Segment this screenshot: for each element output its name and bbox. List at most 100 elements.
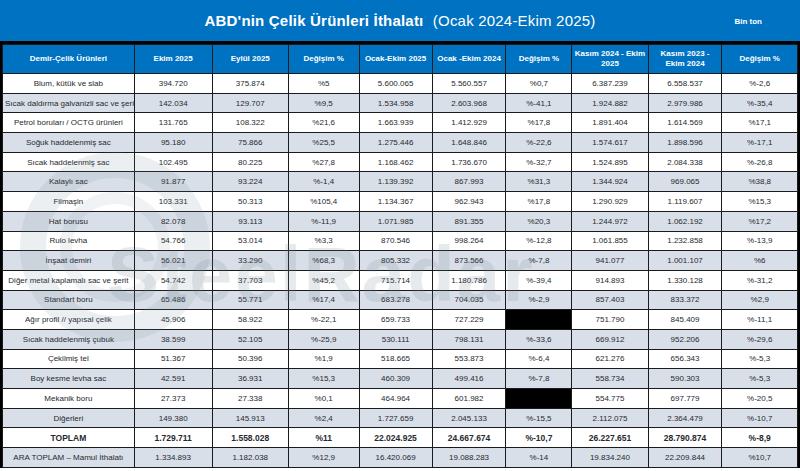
value-cell: 54.742 xyxy=(134,270,212,290)
value-cell: 26.227.651 xyxy=(572,428,648,448)
column-header: Kasım 2024 - Ekim 2025 xyxy=(572,45,648,74)
table-row: Sıcak haddelenmiş çubuk38.59952.105%-25,… xyxy=(3,329,798,349)
product-name-cell: Blum, kütük ve slab xyxy=(3,74,135,94)
product-name-cell: TOPLAM xyxy=(3,428,135,448)
product-name-cell: Filmaşin xyxy=(3,192,135,212)
value-cell: 1.574.617 xyxy=(572,133,648,153)
table-row: Hat borusu82.07893.113%-11,91.071.985891… xyxy=(3,211,798,231)
value-cell: 56.021 xyxy=(134,251,212,271)
value-cell: 19.834.240 xyxy=(572,448,648,468)
product-name-cell: Boy kesme levha sac xyxy=(3,369,135,389)
value-cell: %17,8 xyxy=(506,113,572,133)
value-cell: 2.084.338 xyxy=(648,152,722,172)
value-cell: %31,3 xyxy=(506,172,572,192)
value-cell: 952.206 xyxy=(648,329,722,349)
value-cell: %11 xyxy=(288,428,359,448)
product-name-cell: Soğuk haddelenmiş sac xyxy=(3,133,135,153)
value-cell: %68,3 xyxy=(288,251,359,271)
value-cell: 80.225 xyxy=(212,152,288,172)
product-name-cell: Rulo levha xyxy=(3,231,135,251)
redacted-cell xyxy=(506,310,572,330)
value-cell: %9,5 xyxy=(288,93,359,113)
table-head: Demir-Çelik ÜrünleriEkim 2025Eylül 2025D… xyxy=(3,45,798,74)
value-cell: 2.603.968 xyxy=(432,93,506,113)
table-row: Filmaşin103.33150.313%105,41.134.367962.… xyxy=(3,192,798,212)
value-cell: 998.264 xyxy=(432,231,506,251)
table-row: Boy kesme levha sac42.59136.931%15,3460.… xyxy=(3,369,798,389)
value-cell: 914.893 xyxy=(572,270,648,290)
value-cell: %-5,3 xyxy=(722,369,798,389)
value-cell: 131.765 xyxy=(134,113,212,133)
table-row: Petrol boruları / OCTG ürünleri131.76510… xyxy=(3,113,798,133)
value-cell: %27,8 xyxy=(288,152,359,172)
product-name-cell: Ağır profil // yapısal çelik xyxy=(3,310,135,330)
table-row: Mekanik boru27.37327.338%0,1464.964601.9… xyxy=(3,389,798,409)
value-cell: 28.790.874 xyxy=(648,428,722,448)
value-cell: 590.303 xyxy=(648,369,722,389)
value-cell: 19.088.283 xyxy=(432,448,506,468)
value-cell: 1.139.392 xyxy=(359,172,432,192)
value-cell: 102.495 xyxy=(134,152,212,172)
value-cell: 697.779 xyxy=(648,389,722,409)
value-cell: 891.355 xyxy=(432,211,506,231)
value-cell: %-1,4 xyxy=(288,172,359,192)
subtotal-row: ARA TOPLAM – Mamul İthalatı1.334.8931.18… xyxy=(3,448,798,468)
value-cell: 1.344.924 xyxy=(572,172,648,192)
value-cell: 1.290.929 xyxy=(572,192,648,212)
table-row: Sıcak haddelenmiş sac102.49580.225%27,81… xyxy=(3,152,798,172)
value-cell: 857.403 xyxy=(572,290,648,310)
value-cell: 95.180 xyxy=(134,133,212,153)
value-cell: %-11,1 xyxy=(722,310,798,330)
value-cell: 394.720 xyxy=(134,74,212,94)
value-cell: 1.727.659 xyxy=(359,408,432,428)
product-name-cell: Hat borusu xyxy=(3,211,135,231)
value-cell: %17,1 xyxy=(722,113,798,133)
value-cell: 6.558.537 xyxy=(648,74,722,94)
value-cell: %38,8 xyxy=(722,172,798,192)
page-title: ABD'nin Çelik Ürünleri İthalatı (Ocak 20… xyxy=(205,12,596,29)
value-cell: 969.065 xyxy=(648,172,722,192)
value-cell: %-35,4 xyxy=(722,93,798,113)
value-cell: 51.367 xyxy=(134,349,212,369)
value-cell: 93.113 xyxy=(212,211,288,231)
value-cell: 1.729.711 xyxy=(134,428,212,448)
value-cell: 1.898.596 xyxy=(648,133,722,153)
value-cell: 715.714 xyxy=(359,270,432,290)
value-cell: 22.209.844 xyxy=(648,448,722,468)
value-cell: 54.766 xyxy=(134,231,212,251)
value-cell: %21,6 xyxy=(288,113,359,133)
value-cell: 38.599 xyxy=(134,329,212,349)
value-cell: 5.560.557 xyxy=(432,74,506,94)
product-name-cell: Diğer metal kaplamalı sac ve şerit xyxy=(3,270,135,290)
column-header: Değişim % xyxy=(506,45,572,74)
value-cell: %-32,7 xyxy=(506,152,572,172)
table-row: Standart boru65.48655.771%17,4683.278704… xyxy=(3,290,798,310)
value-cell: 1.134.367 xyxy=(359,192,432,212)
table-row: Blum, kütük ve slab394.720375.874%55.600… xyxy=(3,74,798,94)
value-cell: 870.546 xyxy=(359,231,432,251)
value-cell: 464.964 xyxy=(359,389,432,409)
value-cell: 55.771 xyxy=(212,290,288,310)
product-name-cell: Mekanik boru xyxy=(3,389,135,409)
product-name-cell: İnşaat demiri xyxy=(3,251,135,271)
value-cell: 1.182.038 xyxy=(212,448,288,468)
value-cell: %17,8 xyxy=(506,192,572,212)
value-cell: 873.566 xyxy=(432,251,506,271)
value-cell: %12,9 xyxy=(288,448,359,468)
value-cell: 93.224 xyxy=(212,172,288,192)
value-cell: 36.931 xyxy=(212,369,288,389)
value-cell: 27.338 xyxy=(212,389,288,409)
value-cell: 683.278 xyxy=(359,290,432,310)
value-cell: %-2,6 xyxy=(722,74,798,94)
value-cell: 6.387.239 xyxy=(572,74,648,94)
value-cell: %3,3 xyxy=(288,231,359,251)
value-cell: %-22,6 xyxy=(506,133,572,153)
value-cell: %0,1 xyxy=(288,389,359,409)
value-cell: 27.373 xyxy=(134,389,212,409)
value-cell: 1.275.446 xyxy=(359,133,432,153)
value-cell: 52.105 xyxy=(212,329,288,349)
value-cell: %25,5 xyxy=(288,133,359,153)
value-cell: %-10,7 xyxy=(722,408,798,428)
value-cell: 2.045.133 xyxy=(432,408,506,428)
column-header: Eylül 2025 xyxy=(212,45,288,74)
